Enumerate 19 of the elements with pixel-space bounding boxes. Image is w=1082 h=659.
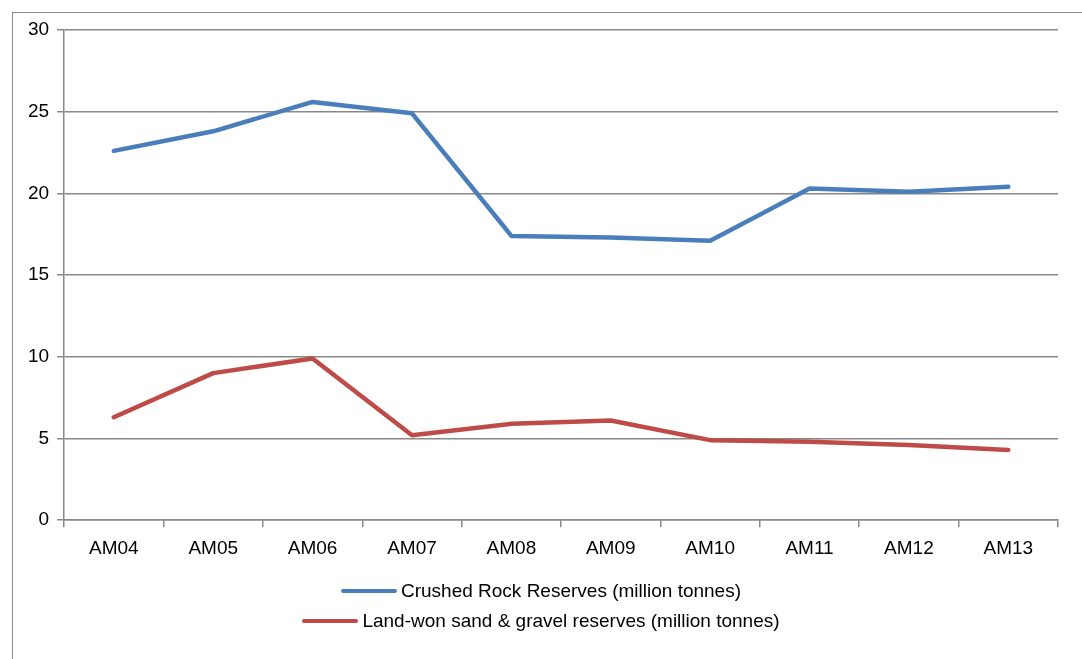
x-tick-label: AM13: [983, 536, 1034, 558]
y-tick-label: 5: [38, 426, 50, 448]
x-tick-label: AM07: [387, 536, 437, 558]
x-tick-label: AM08: [486, 536, 537, 558]
y-tick-label: 15: [27, 263, 50, 285]
y-tick-label: 10: [27, 345, 50, 367]
x-tick-label: AM10: [685, 536, 735, 558]
legend-label: Land-won sand & gravel reserves (million tonnes): [362, 610, 780, 632]
legend-label: Crushed Rock Reserves (million tonnes): [400, 580, 741, 602]
x-tick-label: AM12: [884, 536, 934, 558]
y-tick-label: 20: [27, 181, 50, 203]
x-tick-label: AM09: [585, 536, 636, 558]
x-tick-label: AM11: [785, 536, 834, 558]
x-tick-label: AM05: [188, 536, 239, 558]
y-tick-label: 0: [38, 508, 50, 530]
x-tick-label: AM06: [287, 536, 338, 558]
y-tick-label: 30: [27, 18, 50, 40]
x-tick-label: AM04: [89, 536, 140, 558]
y-tick-label: 25: [27, 99, 50, 121]
